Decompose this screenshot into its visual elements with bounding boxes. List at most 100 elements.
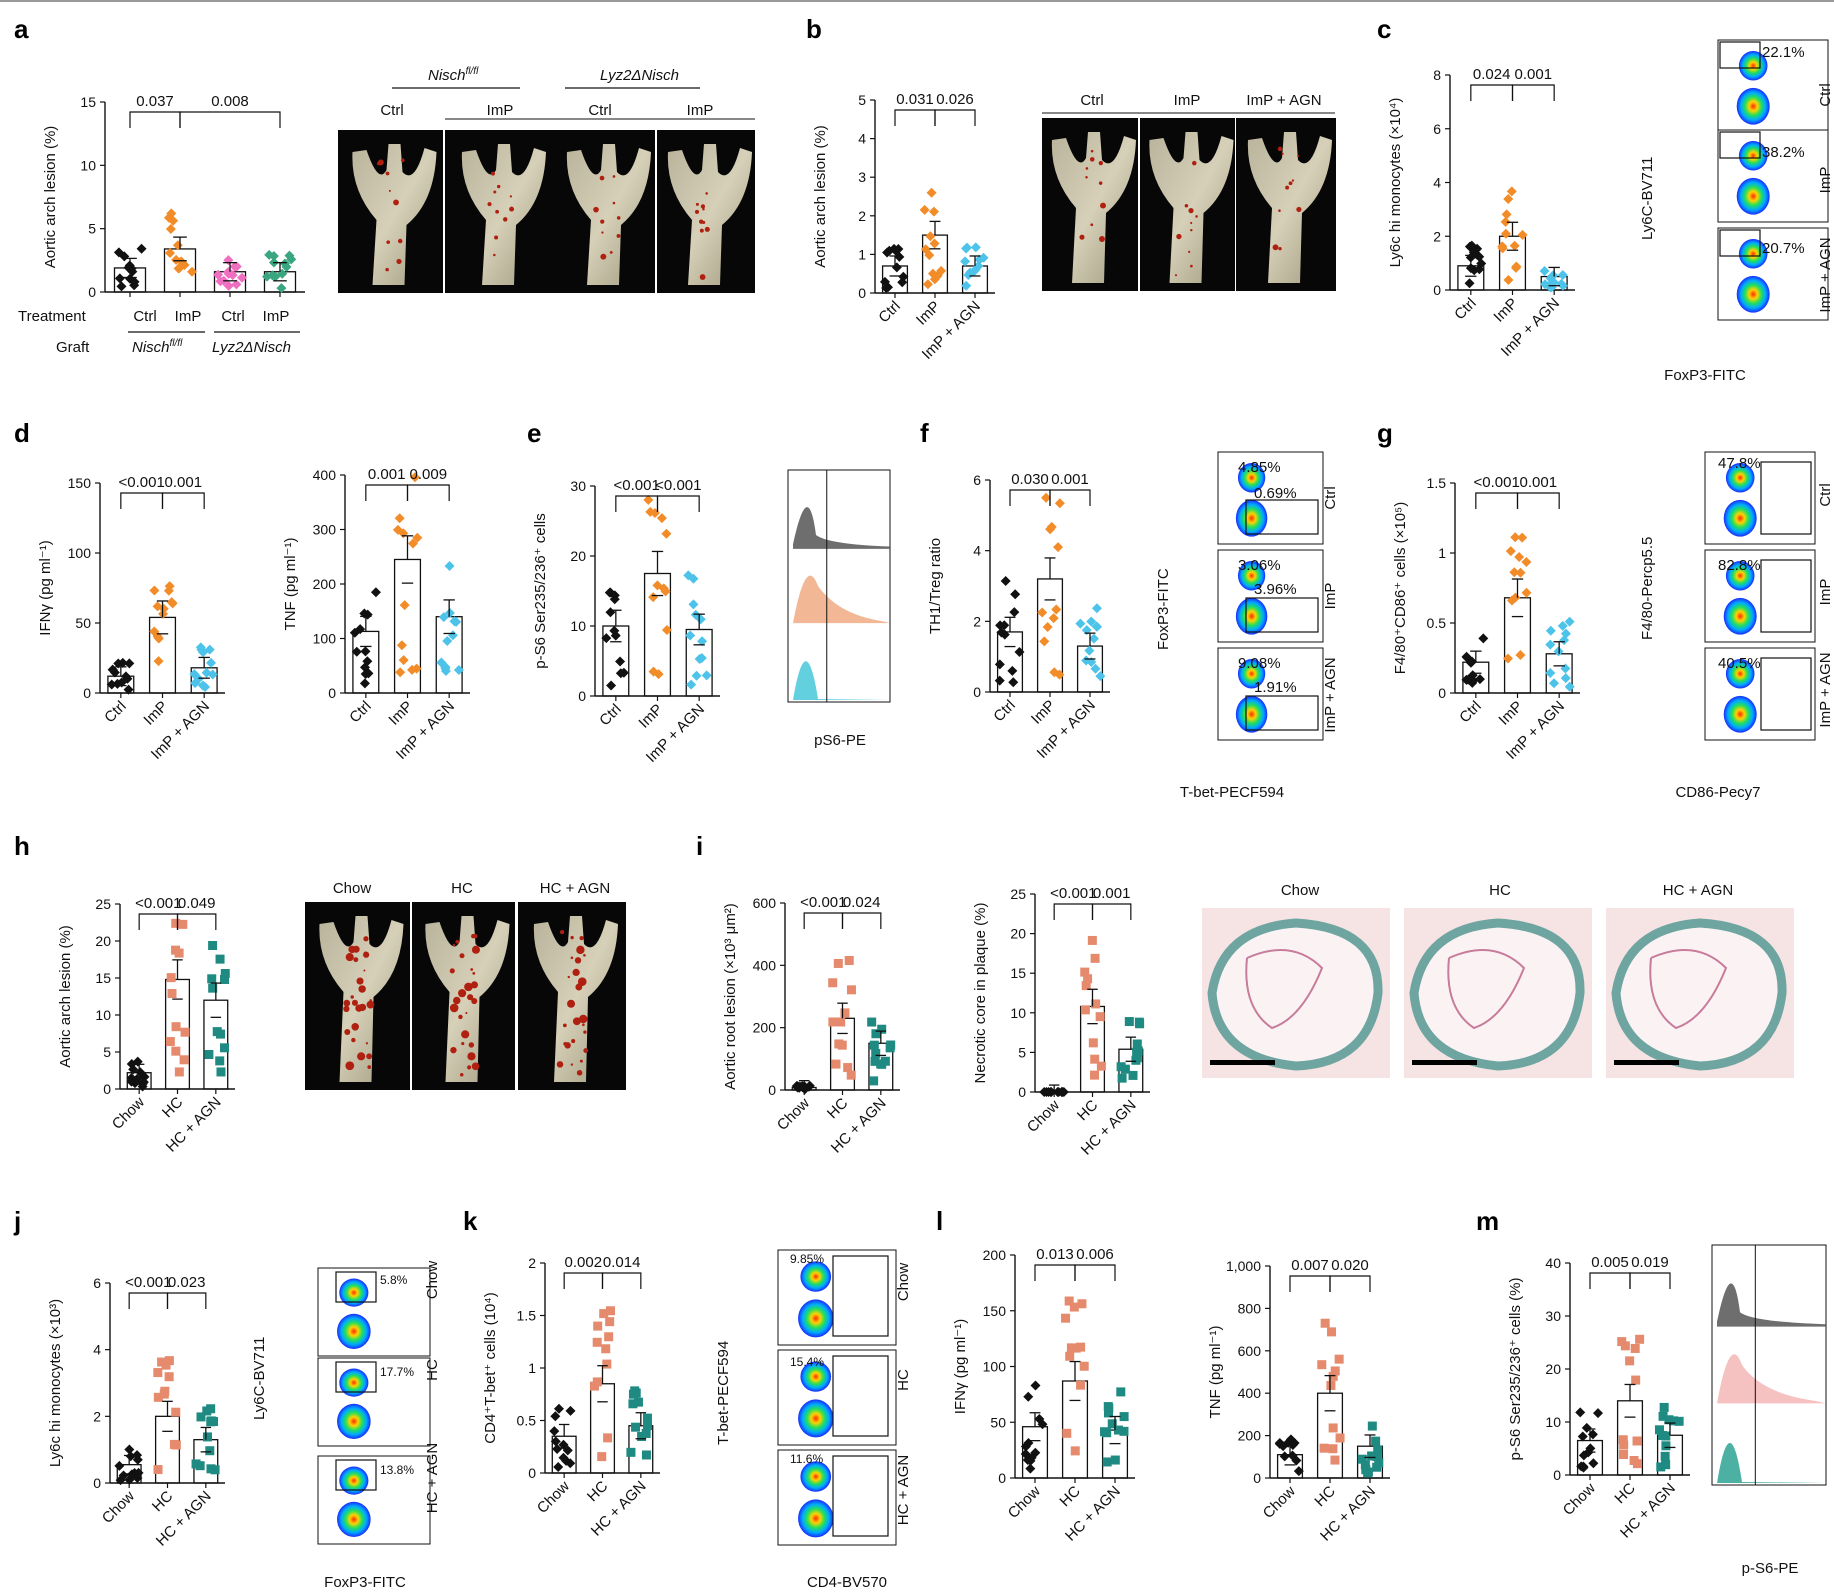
- data-point: [1328, 1371, 1338, 1381]
- p-value: 0.006: [1076, 1246, 1114, 1263]
- data-point: [642, 1413, 652, 1423]
- data-point: [1274, 1437, 1285, 1448]
- p-value: 0.002: [565, 1254, 603, 1271]
- data-point: [891, 262, 902, 273]
- aorta-image-b-3: [1236, 118, 1336, 291]
- y-tick-label: 20: [570, 548, 586, 564]
- data-point: [165, 248, 176, 259]
- significance-bracket: [129, 111, 181, 128]
- data-point: [1020, 1449, 1031, 1460]
- y-tick-label: 15: [80, 94, 96, 110]
- data-point: [268, 251, 279, 262]
- y-tick-label: 10: [1010, 1005, 1026, 1021]
- data-point: [1030, 1447, 1041, 1458]
- data-point: [649, 507, 660, 518]
- flow-j-row-2: HC: [424, 1359, 441, 1381]
- flow-c-row-1: Ctrl: [1817, 83, 1834, 106]
- data-point: [444, 608, 455, 619]
- p-value: 0.008: [211, 93, 249, 110]
- data-point: [223, 268, 234, 279]
- data-point: [1575, 1407, 1586, 1418]
- aorta-image-a-1: [338, 130, 443, 293]
- aorta-image-b-2: [1140, 118, 1235, 291]
- data-point: [919, 204, 930, 215]
- data-point: [686, 679, 697, 690]
- flow-f-pct-2b: 3.96%: [1254, 581, 1297, 598]
- y-tick-label: 0: [328, 685, 336, 701]
- data-point: [1008, 677, 1019, 688]
- data-point: [1320, 1318, 1330, 1328]
- data-point: [1660, 1451, 1670, 1461]
- flow-c-pct-2: 38.2%: [1762, 144, 1805, 161]
- data-point: [444, 561, 455, 572]
- y-tick-label: 3: [858, 169, 866, 185]
- y-tick-label: 25: [1010, 886, 1026, 902]
- data-point: [1102, 1457, 1112, 1467]
- panel-letter-e: e: [527, 418, 541, 448]
- data-point: [118, 1470, 129, 1481]
- data-point: [1066, 1343, 1076, 1353]
- data-point: [1135, 1019, 1145, 1029]
- data-point: [1293, 1466, 1304, 1477]
- data-point: [212, 1027, 222, 1037]
- y-tick-label: 4: [858, 131, 866, 147]
- img-group-1: Nischfl/fl: [428, 66, 479, 84]
- flow-f-pct-1b: 0.69%: [1254, 485, 1297, 502]
- y-tick-label: 0: [578, 688, 586, 704]
- data-point: [114, 1460, 125, 1471]
- histology-image-3: [1606, 908, 1794, 1078]
- data-point: [1107, 1419, 1117, 1429]
- data-point: [187, 266, 198, 277]
- x-tick-label: HC: [1056, 1483, 1083, 1510]
- data-point: [961, 280, 972, 291]
- data-point: [1548, 270, 1559, 281]
- data-point: [1088, 1038, 1098, 1048]
- data-point: [601, 1344, 611, 1354]
- data-point: [1124, 1017, 1134, 1027]
- data-point: [396, 640, 407, 651]
- data-point: [645, 506, 656, 517]
- y-tick-label: 1.5: [1427, 475, 1447, 491]
- data-point: [363, 668, 374, 679]
- data-point: [1478, 633, 1489, 644]
- significance-bracket: [1329, 1275, 1371, 1292]
- y-tick-label: 150: [68, 475, 92, 491]
- data-point: [171, 1046, 181, 1056]
- images-and-flow-panels: [305, 39, 1829, 1546]
- significance-bracket: [1034, 1264, 1076, 1281]
- y-tick-label: 5: [88, 221, 96, 237]
- data-point: [925, 231, 936, 242]
- y-tick-label: 10: [1545, 1414, 1561, 1430]
- data-point: [643, 494, 654, 505]
- y-tick-label: 0: [83, 685, 91, 701]
- data-point: [1132, 1039, 1142, 1049]
- data-point: [833, 958, 843, 968]
- flow-g-row-1: Ctrl: [1817, 483, 1834, 506]
- data-point: [1506, 186, 1517, 197]
- bar: [1503, 597, 1532, 694]
- data-point: [1506, 595, 1517, 606]
- data-point: [1079, 1361, 1089, 1371]
- data-point: [1564, 681, 1575, 692]
- data-point: [164, 1372, 174, 1382]
- img-label-i-3: HC + AGN: [1663, 882, 1733, 899]
- data-point: [207, 669, 218, 680]
- y-tick-label: 6: [1433, 121, 1441, 137]
- y-tick-label: 800: [1238, 1300, 1262, 1316]
- data-point: [1328, 1423, 1338, 1433]
- data-point: [116, 281, 127, 292]
- data-point: [1363, 1468, 1373, 1478]
- y-axis-label: TNF (pg ml⁻¹): [1207, 1326, 1224, 1419]
- data-point: [1502, 653, 1513, 664]
- data-point: [136, 243, 147, 254]
- data-point: [165, 1037, 175, 1047]
- p-value: 0.026: [936, 91, 974, 108]
- hist-m-xlabel: p-S6-PE: [1742, 1560, 1799, 1577]
- data-point: [1674, 1416, 1684, 1426]
- panel-letter-a: a: [14, 14, 29, 44]
- data-point: [605, 607, 616, 618]
- flow-g-plot-1: [1704, 451, 1816, 545]
- data-point: [1372, 1452, 1382, 1462]
- x-tick-label: ImP: [1490, 295, 1521, 326]
